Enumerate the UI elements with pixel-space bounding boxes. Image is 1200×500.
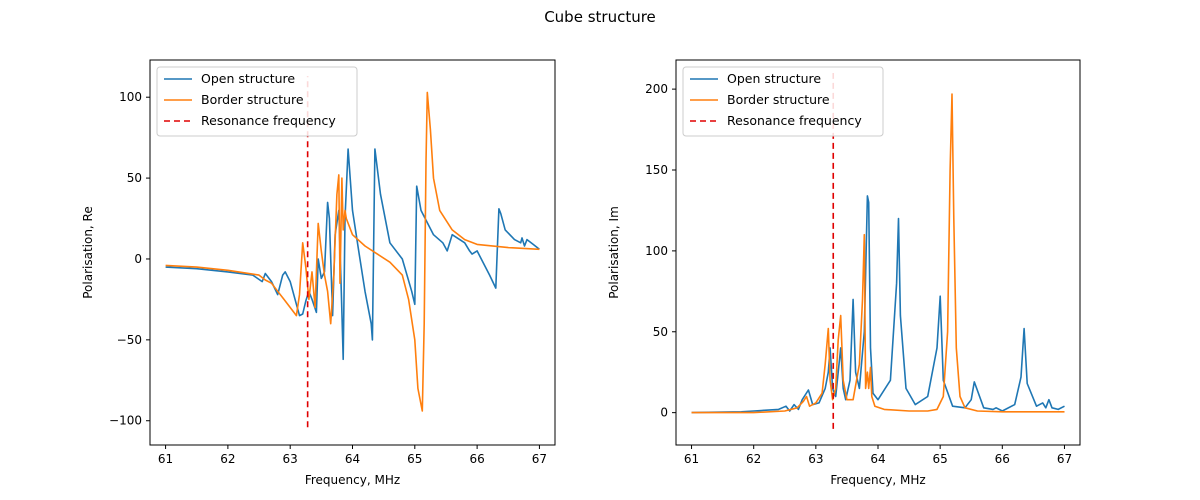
legend-label: Open structure (727, 71, 821, 86)
chart-imaginary-part: 61 62 63 64 65 66 67 0 50 100 150 200 Frequency, MHz… (607, 59, 1081, 487)
legend-label: Border structure (727, 92, 830, 107)
legend-label: Border structure (201, 92, 304, 107)
y-tick-label: 50 (127, 171, 142, 185)
series-line-border-structure (165, 91, 540, 412)
x-tick-label: 67 (1057, 452, 1072, 466)
y-tick-label: 100 (645, 244, 668, 258)
y-tick-label: 200 (645, 82, 668, 96)
x-tick-label: 65 (933, 452, 948, 466)
x-tick-label: 61 (684, 452, 699, 466)
y-tick-label: 0 (660, 406, 668, 420)
x-tick-label: 65 (407, 452, 422, 466)
x-tick-label: 64 (345, 452, 360, 466)
x-tick-label: 63 (283, 452, 298, 466)
figure-title: Cube structure (544, 8, 656, 26)
x-axis-label: Frequency, MHz (830, 473, 925, 487)
x-tick-label: 63 (808, 452, 823, 466)
x-tick-label: 64 (870, 452, 885, 466)
y-axis-label: Polarisation, Re (81, 206, 95, 299)
y-axis-label: Polarisation, Im (607, 206, 621, 299)
y-tick-label: 50 (653, 325, 668, 339)
x-tick-label: 61 (158, 452, 173, 466)
x-tick-label: 66 (995, 452, 1010, 466)
legend-label: Open structure (201, 71, 295, 86)
y-tick-label: 150 (645, 163, 668, 177)
x-tick-label: 67 (532, 452, 547, 466)
x-tick-label: 62 (220, 452, 235, 466)
x-axis-label: Frequency, MHz (305, 473, 400, 487)
y-tick-label: 0 (134, 252, 142, 266)
legend-label: Resonance frequency (727, 113, 862, 128)
series-line-open-structure (691, 195, 1065, 414)
series-line-open-structure (165, 148, 540, 361)
legend-label: Resonance frequency (201, 113, 336, 128)
y-tick-label: 100 (119, 90, 142, 104)
x-tick-label: 66 (469, 452, 484, 466)
chart-real-part: 61 62 63 64 65 66 67 −100 −50 0 50 100 Frequency, MH… (81, 59, 556, 487)
legend-box (682, 66, 884, 137)
legend-box (156, 66, 358, 137)
y-tick-label: −50 (117, 333, 142, 347)
series-line-border-structure (691, 93, 1065, 414)
x-tick-label: 62 (746, 452, 761, 466)
y-tick-label: −100 (109, 414, 142, 428)
